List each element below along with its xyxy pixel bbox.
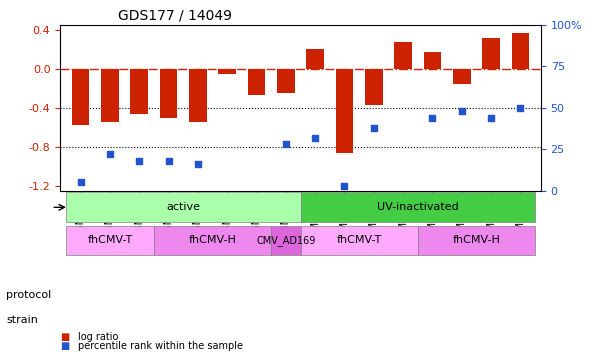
Bar — [307, 49, 324, 69]
FancyBboxPatch shape — [66, 192, 300, 222]
Bar — [248, 69, 265, 95]
Text: fhCMV-H: fhCMV-H — [453, 236, 501, 246]
Point — [340, 183, 349, 188]
Bar — [482, 38, 500, 69]
Text: ■: ■ — [60, 332, 69, 342]
FancyBboxPatch shape — [300, 226, 418, 255]
Bar — [511, 33, 529, 69]
Text: CMV_AD169: CMV_AD169 — [256, 235, 316, 246]
Bar — [101, 69, 119, 122]
Point — [76, 180, 85, 185]
Text: percentile rank within the sample: percentile rank within the sample — [78, 341, 243, 351]
Bar — [160, 69, 177, 117]
Text: fhCMV-T: fhCMV-T — [337, 236, 382, 246]
Bar — [218, 69, 236, 74]
FancyBboxPatch shape — [418, 226, 535, 255]
Text: fhCMV-H: fhCMV-H — [189, 236, 236, 246]
Point — [193, 161, 203, 167]
Bar — [365, 69, 383, 105]
Point — [428, 115, 438, 121]
Text: ■: ■ — [60, 341, 69, 351]
Bar — [424, 52, 441, 69]
Bar — [189, 69, 207, 122]
Text: GDS177 / 14049: GDS177 / 14049 — [118, 9, 232, 22]
Text: protocol: protocol — [6, 290, 51, 300]
Bar — [130, 69, 148, 114]
Point — [457, 108, 466, 114]
Text: active: active — [166, 202, 200, 212]
Point — [369, 125, 379, 131]
Point — [135, 158, 144, 164]
FancyBboxPatch shape — [66, 226, 154, 255]
Text: log ratio: log ratio — [78, 332, 118, 342]
Bar — [72, 69, 90, 125]
Point — [486, 115, 496, 121]
Bar — [394, 41, 412, 69]
Text: fhCMV-T: fhCMV-T — [87, 236, 133, 246]
FancyBboxPatch shape — [300, 192, 535, 222]
Bar — [453, 69, 471, 85]
Point — [163, 158, 173, 164]
Text: UV-inactivated: UV-inactivated — [377, 202, 459, 212]
Point — [310, 135, 320, 141]
Text: strain: strain — [6, 315, 38, 325]
FancyBboxPatch shape — [271, 226, 300, 255]
Bar — [336, 69, 353, 153]
Point — [516, 105, 525, 111]
Point — [281, 141, 291, 147]
Point — [105, 151, 115, 157]
FancyBboxPatch shape — [154, 226, 271, 255]
Bar — [277, 69, 294, 93]
